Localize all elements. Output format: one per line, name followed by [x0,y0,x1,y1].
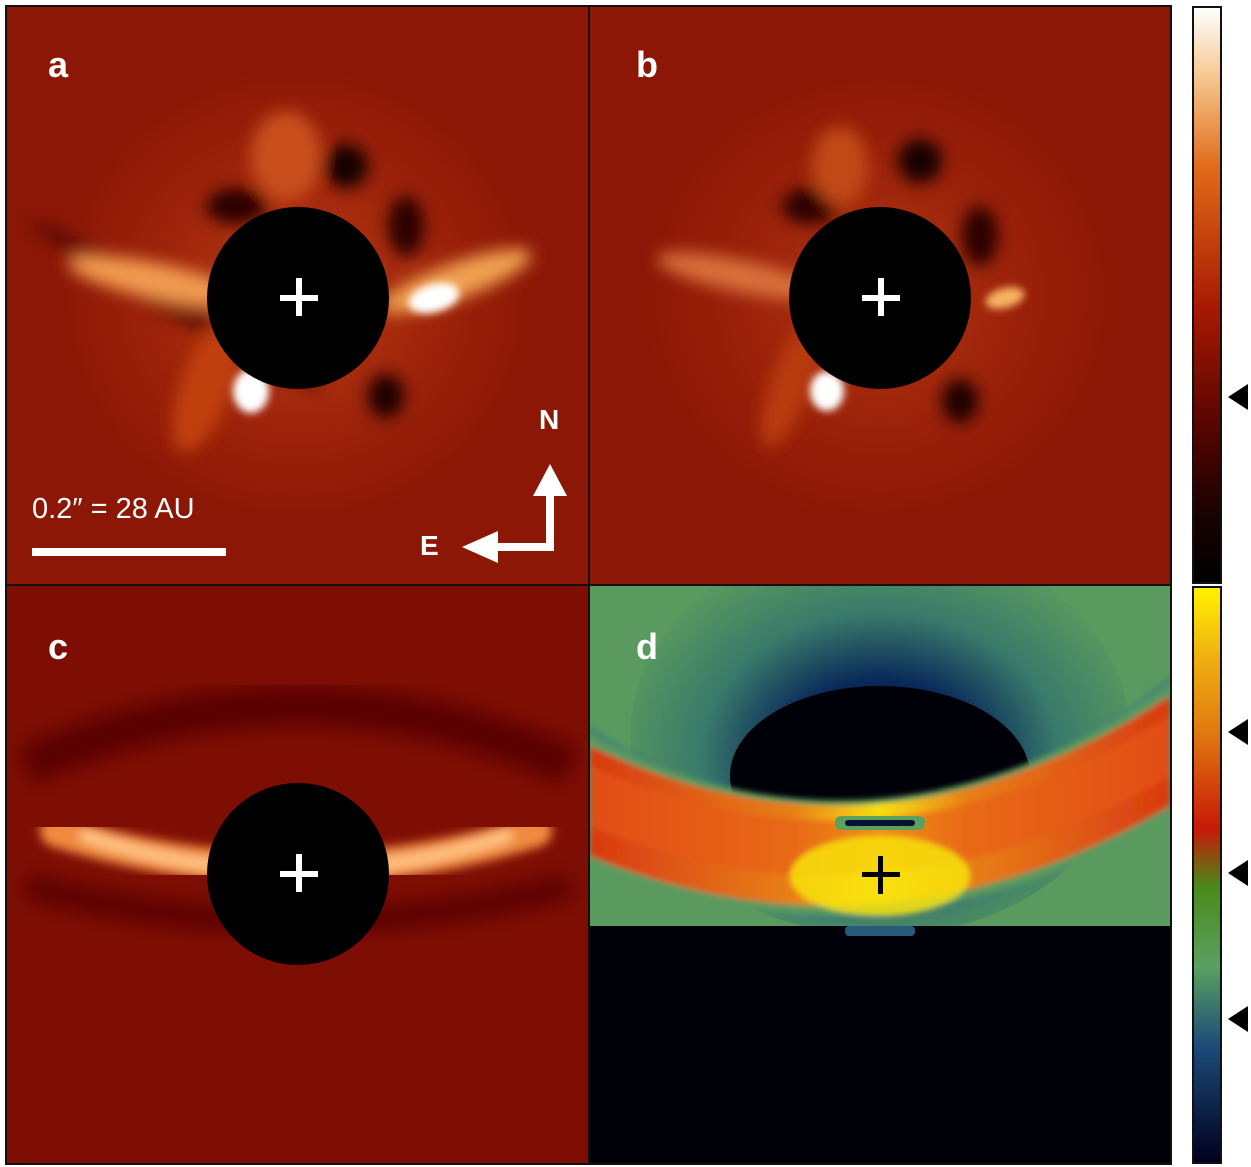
colorbar-marker-1 [1228,384,1248,410]
colorbar-lower-scale [1192,586,1222,1164]
panel-a: a 0.2″ = 28 AU N E [6,6,588,584]
colorbar-marker-4 [1228,1006,1248,1032]
compass-arrows [462,464,567,563]
panel-d: d [590,586,1170,1163]
star-cross-v [878,278,884,316]
panel-label-b: b [636,44,658,85]
panel-label-c: c [48,626,69,667]
compass-north-label: N [539,404,560,435]
scale-bar [32,548,226,556]
panel-b: b [590,6,1170,584]
colorbar [1192,6,1222,1164]
panel-c: c [6,586,588,1163]
compass-east-label: E [420,530,439,561]
star-cross-v [296,854,302,892]
panel-label-d: d [636,626,658,667]
star-cross-v [296,278,302,316]
panel-divider-horizontal [5,584,1172,586]
scale-bar-label: 0.2″ = 28 AU [32,493,195,525]
colorbar-marker-2 [1228,719,1248,745]
panel-label-a: a [48,44,69,85]
colorbar-upper-scale [1192,6,1222,584]
star-cross-v [878,856,883,894]
colorbar-marker-3 [1228,860,1248,886]
